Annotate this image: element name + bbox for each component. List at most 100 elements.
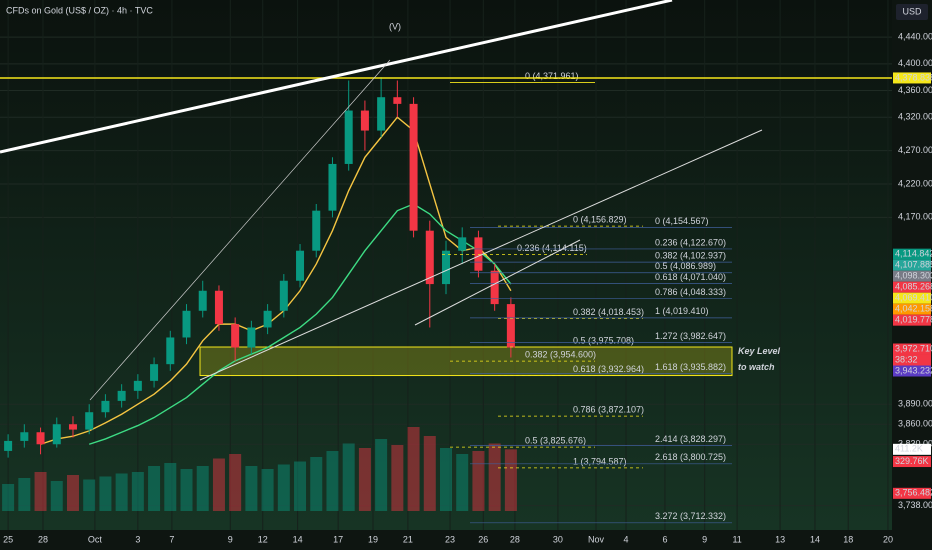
channel-line (89, 59, 391, 401)
candle-body (490, 270, 499, 305)
price-badge (893, 303, 931, 315)
price-badge-label: 4,114.842 (895, 249, 932, 259)
candle-body (231, 324, 240, 348)
y-tick-label: 4,320.00 (898, 112, 932, 122)
fib-label: 0.236 (4,114.115) (517, 243, 587, 253)
chart-title: CFDs on Gold (US$ / OZ) · 4h · TVC (6, 5, 153, 15)
price-badge (893, 292, 931, 304)
candle-body (328, 163, 337, 211)
fib-label: 0.5 (4,086.989) (655, 261, 716, 271)
price-badge (893, 365, 931, 377)
price-badge-label: 4,069.410 (895, 293, 932, 303)
volume-bar (148, 466, 161, 511)
volume-bar (83, 479, 96, 511)
price-badge-label: 3,972.710 (895, 343, 932, 353)
currency: USD (902, 6, 922, 16)
x-tick-label: 9 (702, 534, 707, 544)
candle-body (312, 210, 321, 251)
volume-bar (261, 469, 274, 511)
x-tick-label: 28 (510, 534, 520, 544)
y-tick-label: 4,440.00 (898, 32, 932, 42)
volume-bar (2, 484, 15, 511)
x-tick-label: 18 (843, 534, 853, 544)
volume-bar (423, 436, 436, 511)
candle-body (85, 412, 94, 430)
fib-label: 0.5 (3,975.708) (573, 335, 634, 345)
layers: 0 (4,371.961) 0 (4,156.829) 0.236 (4,114.1… (0, 0, 892, 530)
candle-body (393, 97, 402, 104)
price-badge (893, 270, 931, 282)
fib-label: 2.618 (3,800.725) (655, 452, 726, 462)
x-tick-label: 14 (293, 534, 303, 544)
y-tick-label: 4,220.00 (898, 178, 932, 188)
volume-bar (245, 466, 258, 511)
y-tick-label: 4,270.00 (898, 145, 932, 155)
price-badge (893, 343, 931, 355)
volume-bar (277, 464, 290, 511)
trendline (0, 0, 673, 154)
channel-line (414, 239, 581, 326)
candle-body (198, 290, 207, 311)
x-tick-label: Oct (88, 534, 103, 544)
volume-bar (99, 476, 112, 511)
volume-bar (180, 469, 193, 511)
price-badge-label: 3,943.232 (895, 365, 932, 375)
time-axis-bg (0, 530, 892, 550)
x-tick-label: 6 (662, 534, 667, 544)
volume-bar (342, 443, 355, 511)
volume-bar (440, 448, 452, 511)
fib-label: 0.236 (4,122.670) (655, 237, 726, 247)
x-tick-label: Nov (588, 534, 605, 544)
candle-body (36, 432, 45, 445)
candle-body (296, 250, 305, 281)
fib-label: 1.618 (3,935.882) (655, 362, 726, 372)
volume-bar (504, 449, 517, 511)
candle-body (117, 390, 126, 401)
volume-bar (50, 481, 63, 511)
x-tick-label: 21 (403, 534, 413, 544)
price-badge-label: 4,019.778 (895, 315, 932, 325)
price-badge-label: 4,107.885 (895, 260, 932, 270)
x-tick-label: 28 (38, 534, 48, 544)
volume-bar (229, 454, 242, 511)
fib-label: 0 (4,154.567) (655, 216, 709, 226)
candle-body (182, 310, 191, 338)
candle-body (442, 250, 450, 285)
y-tick-label: 3,738.00 (898, 500, 932, 510)
countdown: 38:32 (895, 354, 918, 364)
candle-body (214, 290, 223, 325)
price-badge (893, 259, 931, 271)
volume-bar (34, 472, 47, 511)
fib-label: 0.382 (4,102.937) (655, 250, 726, 260)
y-tick-label: 3,860.00 (898, 419, 932, 429)
annotation: Key Level to watch (738, 346, 781, 372)
candle-body (360, 110, 369, 131)
volume-bar (196, 466, 209, 511)
price-badge (893, 443, 931, 455)
volume-bar (375, 439, 388, 511)
price-badge (893, 314, 931, 326)
fib-label: 0.5 (3,825.676) (525, 436, 586, 446)
candle-body (68, 424, 77, 430)
fib-label: 0 (4,156.829) (573, 215, 627, 225)
x-tick-label: 17 (333, 534, 343, 544)
price-badge-label: 329.76K (895, 456, 929, 466)
volume-bar (472, 451, 485, 511)
fib-label: 1.272 (3,982.647) (655, 331, 726, 341)
countdown-bg (893, 354, 931, 366)
key-zone (199, 346, 733, 377)
price-badge-label: 4,042.158 (895, 304, 932, 314)
volume-bar (18, 478, 31, 511)
volume-bar (294, 461, 307, 511)
candle-body (52, 424, 61, 445)
x-tick-label: 4 (624, 534, 629, 544)
x-tick-label: 26 (478, 534, 488, 544)
candle-body (425, 230, 434, 285)
volume-bar (310, 457, 323, 511)
candle-body (20, 432, 29, 441)
volume-bar (212, 458, 225, 511)
candle-body (247, 327, 256, 348)
fib-label: 0.786 (3,872.107) (573, 405, 644, 415)
fib-label: 3.272 (3,712.332) (655, 511, 726, 521)
